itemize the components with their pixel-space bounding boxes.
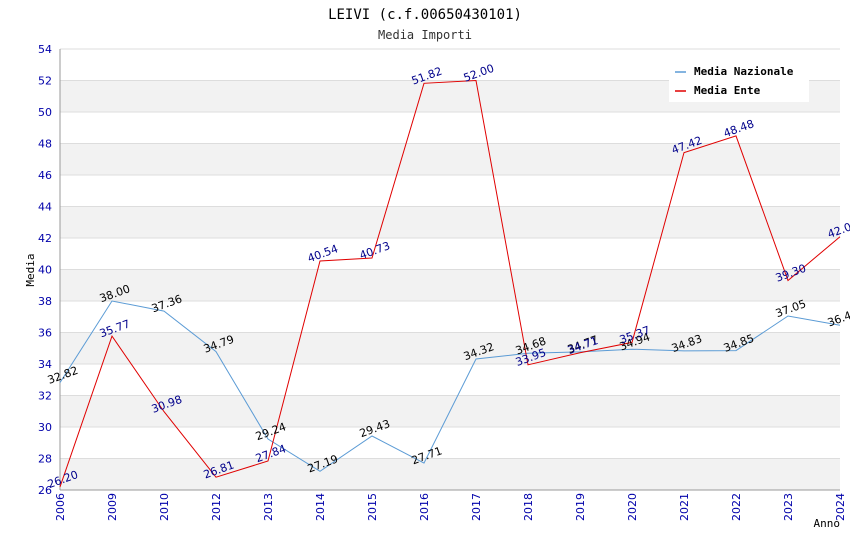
band-0 [60,458,840,490]
band-9 [60,175,840,207]
series-line-media-nazionale [59,300,841,472]
band-4 [60,332,840,364]
x-tick-label: 2016 [418,493,431,521]
legend: Media Nazionale Media Ente [669,60,809,102]
series-line-media-ente [59,79,841,488]
background-bands [60,49,840,490]
x-tick-label: 2024 [834,493,847,521]
band-6 [60,269,840,301]
x-tick-label: 2017 [470,493,483,521]
y-tick-label: 52 [38,75,52,88]
series-lines [59,79,841,488]
x-tick-label: 2020 [626,493,639,521]
x-tick-label: 2014 [314,493,327,521]
x-tick-label: 2015 [366,493,379,521]
legend-label-ente: Media Ente [694,84,761,97]
y-tick-label: 50 [38,106,52,119]
chart-title: LEIVI (c.f.00650430101) [328,7,522,23]
band-11 [60,112,840,144]
y-tick-label: 36 [38,327,52,340]
y-tick-labels: 26 28 30 32 34 36 38 40 42 44 46 48 50 52 54 [38,43,52,497]
x-tick-label: 2006 [54,493,67,521]
band-5 [60,301,840,333]
band-3 [60,364,840,396]
x-tick-label: 2022 [730,493,743,521]
x-tick-label: 2012 [210,493,223,521]
y-tick-label: 38 [38,295,52,308]
x-tick-label: 2023 [782,493,795,521]
y-tick-label: 28 [38,453,52,466]
x-tick-label: 2010 [158,493,171,521]
y-tick-label: 40 [38,264,52,277]
y-tick-label: 46 [38,169,52,182]
band-8 [60,206,840,238]
gridlines [60,48,840,491]
legend-box [669,60,809,102]
band-10 [60,143,840,175]
x-tick-label: 2013 [262,493,275,521]
y-tick-label: 32 [38,390,52,403]
y-tick-label: 42 [38,232,52,245]
legend-label-nazionale: Media Nazionale [694,65,794,78]
y-tick-label: 34 [38,358,52,371]
x-tick-label: 2018 [522,493,535,521]
x-tick-label: 2021 [678,493,691,521]
y-axis-label: Media [24,253,37,286]
x-axis-label: Anno [814,517,841,530]
band-7 [60,238,840,270]
y-tick-label: 26 [38,484,52,497]
y-tick-label: 44 [38,201,52,214]
x-tick-label: 2019 [574,493,587,521]
x-tick-label: 2009 [106,493,119,521]
y-tick-label: 54 [38,43,52,56]
x-tick-labels: 2006 2009 2010 2012 2013 2014 2015 2016 2017 2018… [54,493,847,521]
y-tick-label: 48 [38,138,52,151]
y-tick-label: 30 [38,421,52,434]
band-1 [60,427,840,459]
chart-subtitle: Media Importi [378,28,472,42]
